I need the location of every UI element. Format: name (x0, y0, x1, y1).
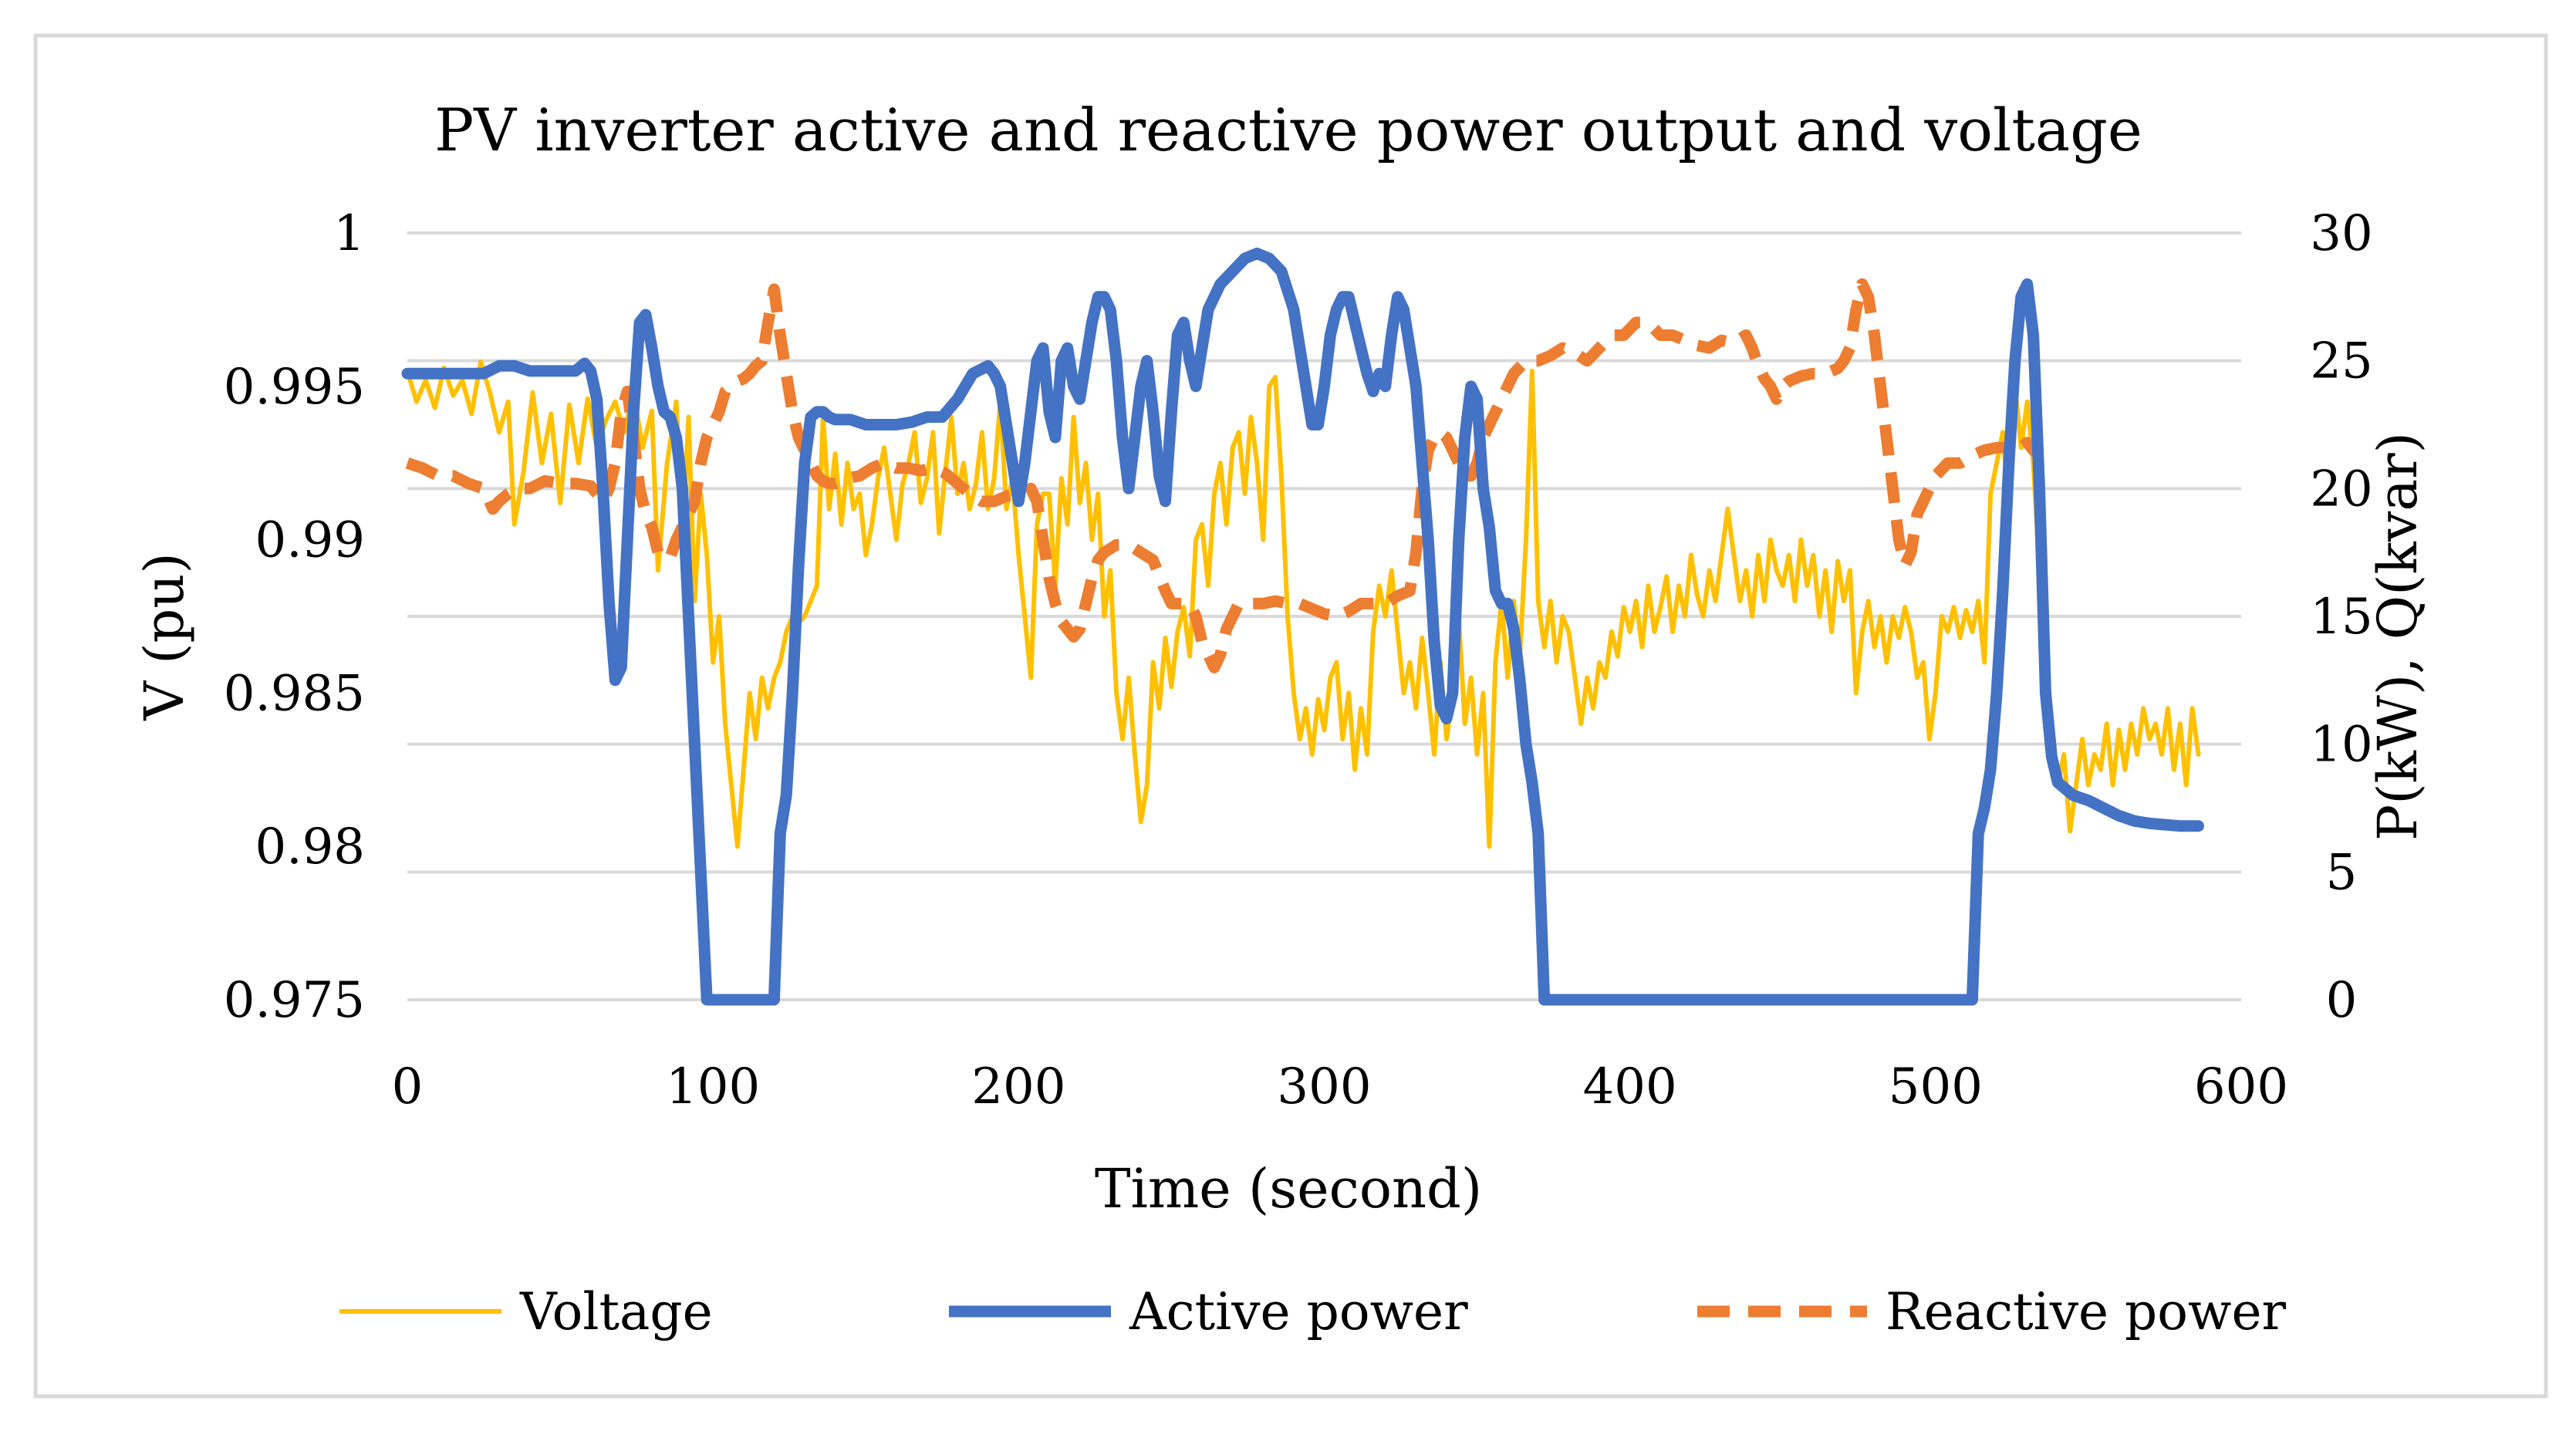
y-right-tick-0: 0 (2326, 972, 2358, 1029)
y-left-tick-0: 0.975 (224, 972, 365, 1029)
legend-label-active-power: Active power (1129, 1282, 1468, 1342)
y-right-tick-4: 20 (2310, 461, 2372, 518)
series-group (401, 248, 2204, 1006)
series-line-reactive-power (405, 278, 2044, 673)
y-right-axis-title: P(kW), Q(kvar) (2366, 432, 2429, 841)
x-tick-6: 600 (2194, 1058, 2288, 1115)
y-left-tick-labels: 0.975 0.98 0.985 0.99 0.995 1 (224, 205, 365, 1029)
x-tick-4: 400 (1583, 1058, 1677, 1115)
y-left-tick-1: 0.98 (255, 818, 366, 876)
chart-border (33, 33, 2548, 1399)
x-tick-3: 300 (1277, 1058, 1371, 1115)
legend-label-voltage: Voltage (519, 1282, 713, 1342)
x-tick-5: 500 (1889, 1058, 1983, 1115)
legend-label-reactive-power: Reactive power (1886, 1282, 2287, 1342)
y-right-tick-labels: 0 5 10 15 20 25 30 (2310, 205, 2372, 1029)
x-tick-1: 100 (666, 1058, 760, 1115)
y-left-tick-3: 0.99 (255, 512, 366, 569)
series-line-voltage (405, 359, 2201, 849)
y-right-tick-6: 30 (2310, 205, 2372, 262)
x-axis-title: Time (second) (1095, 1157, 1482, 1220)
y-right-tick-1: 5 (2326, 844, 2358, 901)
y-left-tick-4: 0.995 (224, 359, 365, 416)
x-tick-2: 200 (971, 1058, 1065, 1115)
y-left-axis-title: V (pu) (133, 552, 196, 721)
x-tick-0: 0 (392, 1058, 424, 1115)
legend: Voltage Active power Reactive power (339, 1282, 2287, 1342)
series-line-active-power (401, 248, 2204, 1006)
y-left-tick-2: 0.985 (224, 665, 365, 722)
y-left-tick-5: 1 (333, 205, 365, 262)
chart-title: PV inverter active and reactive power ou… (434, 96, 2142, 164)
y-right-tick-3: 15 (2310, 589, 2372, 646)
x-tick-labels: 0 100 200 300 400 500 600 (392, 1058, 2288, 1115)
y-right-tick-5: 25 (2310, 333, 2372, 390)
y-right-tick-2: 10 (2310, 717, 2372, 774)
